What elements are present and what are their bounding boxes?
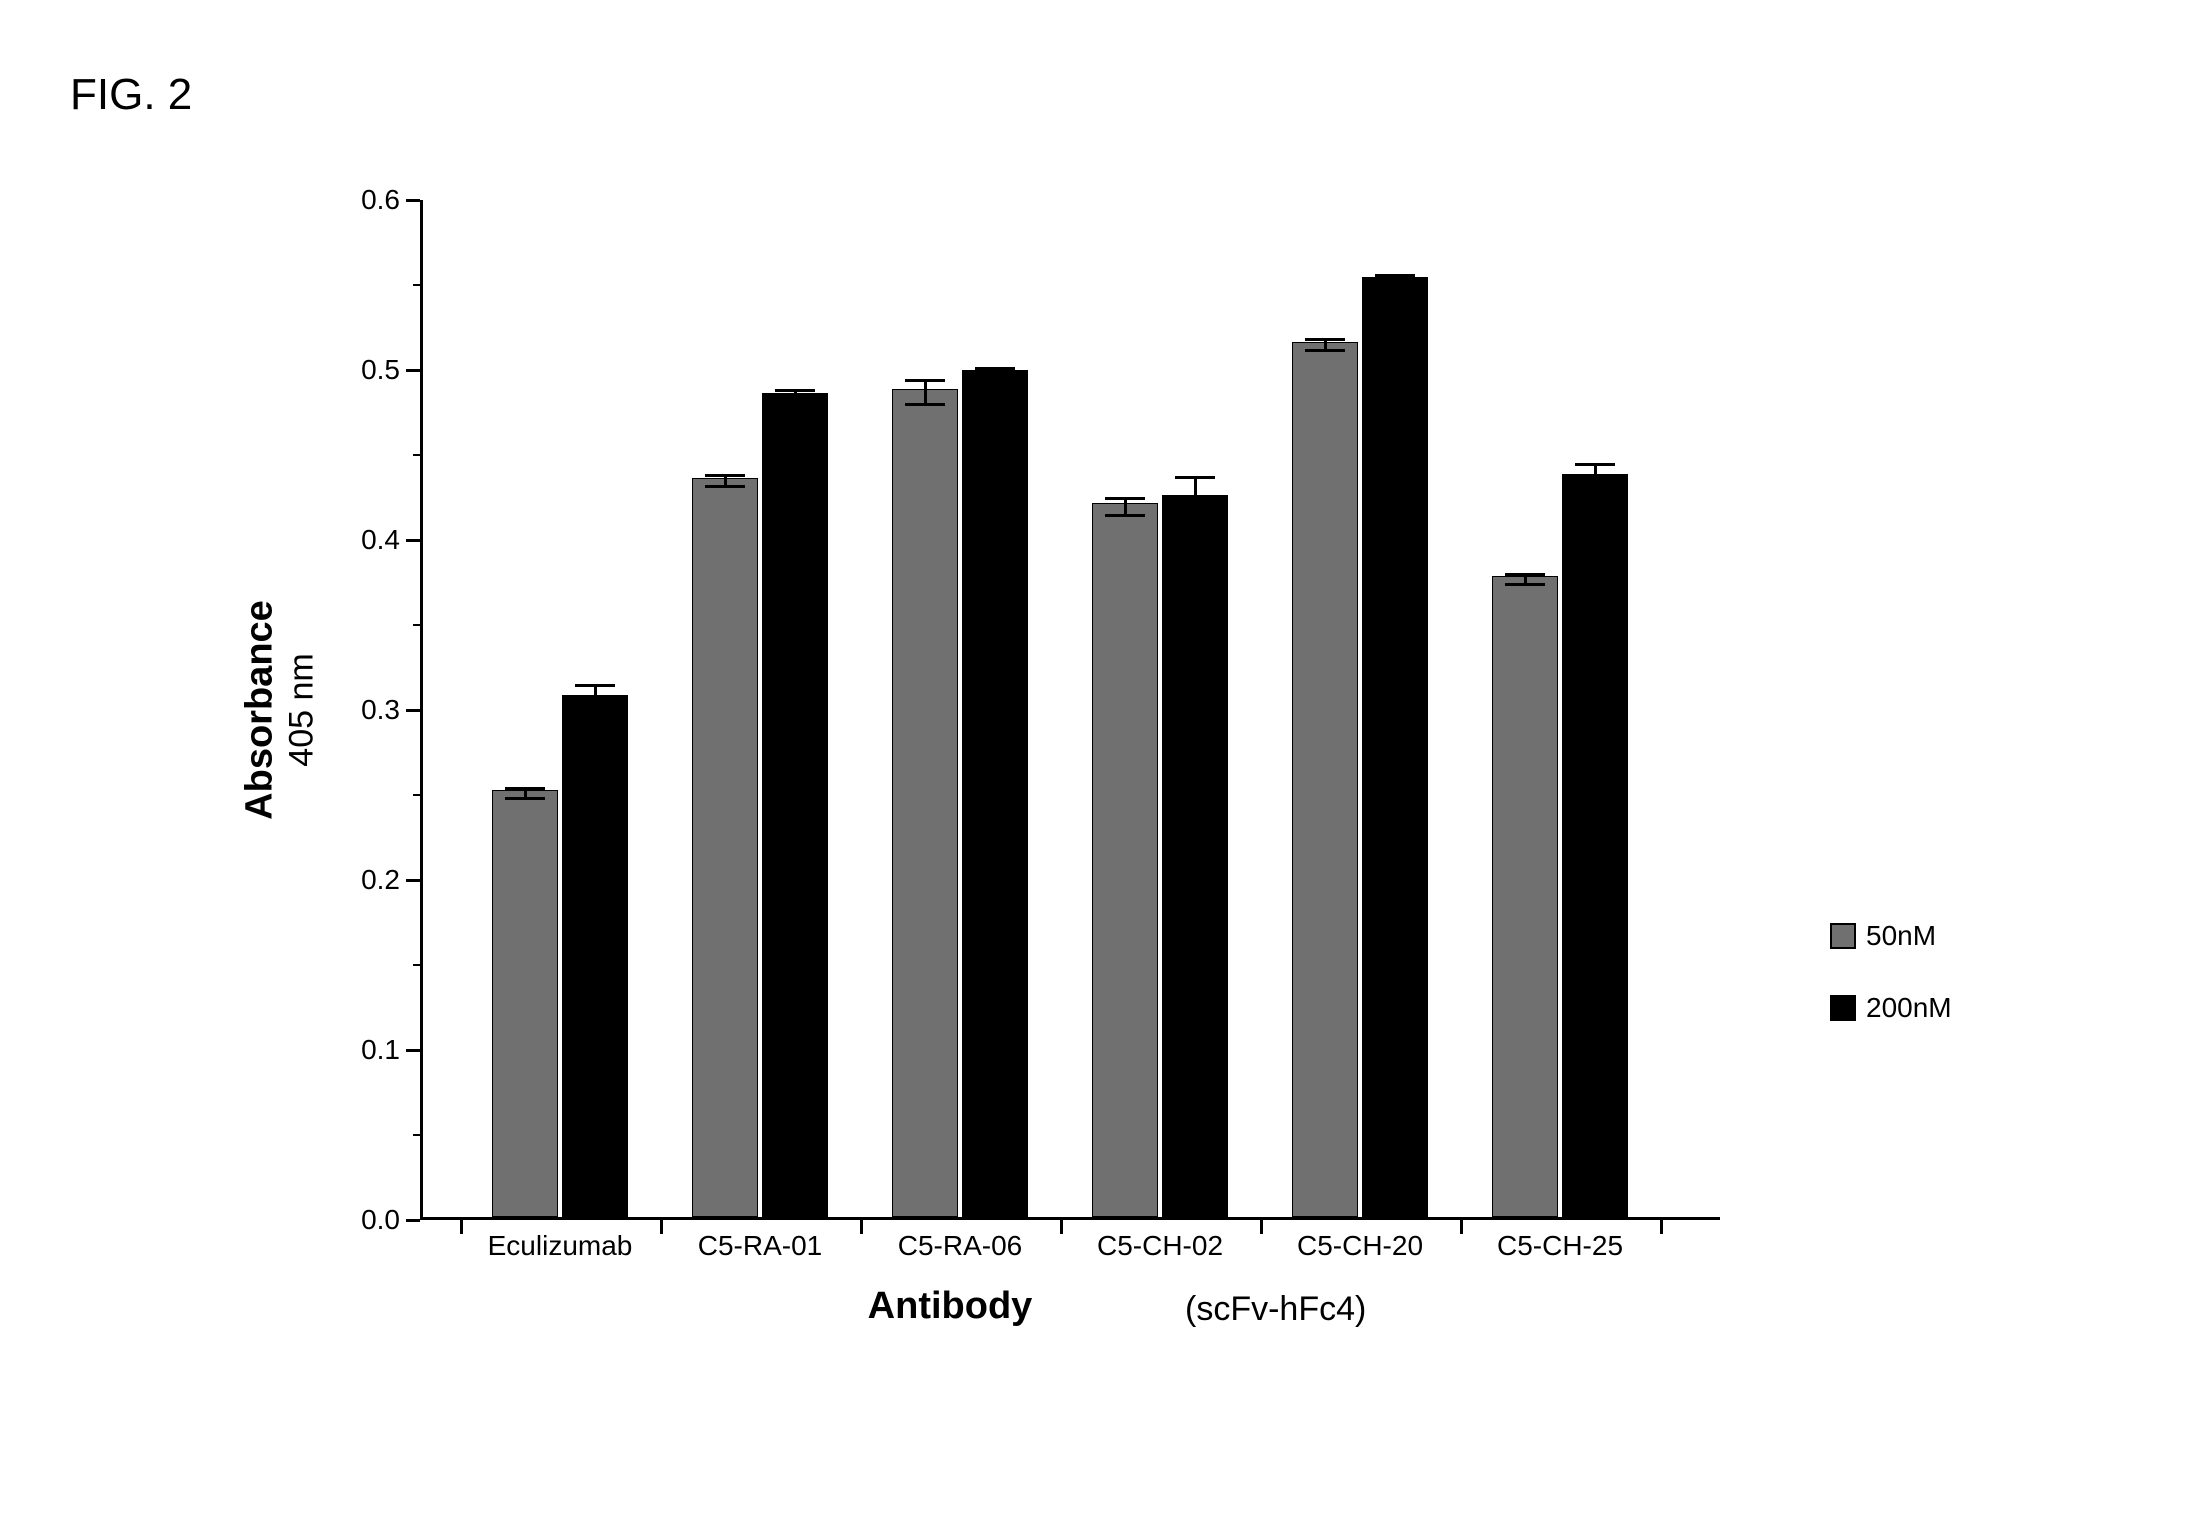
bar (1162, 495, 1228, 1218)
x-tick (460, 1220, 463, 1234)
x-tick (1060, 1220, 1063, 1234)
bar (1562, 474, 1628, 1217)
x-tick (1460, 1220, 1463, 1234)
error-cap (1575, 463, 1615, 466)
y-tick (406, 199, 420, 202)
legend-item-50nm: 50nM (1830, 920, 1952, 952)
legend: 50nM 200nM (1830, 920, 1952, 1064)
bar-chart: Absorbance 405 nm 0.00.10.20.30.40.50.6 … (290, 200, 1710, 1230)
bar (1092, 503, 1158, 1217)
y-tick-label: 0.5 (330, 354, 400, 386)
y-tick-minor (413, 794, 420, 796)
error-cap (975, 378, 1015, 381)
error-cap (1505, 583, 1545, 586)
bar (1362, 277, 1428, 1217)
x-tick-label: C5-CH-02 (1097, 1230, 1223, 1262)
y-tick (406, 1219, 420, 1222)
y-tick (406, 1049, 420, 1052)
error-cap (975, 367, 1015, 370)
error-cap (1505, 573, 1545, 576)
bar (562, 695, 628, 1217)
error-cap (775, 400, 815, 403)
error-bar (1124, 498, 1127, 515)
error-cap (1575, 490, 1615, 493)
legend-swatch-icon (1830, 995, 1856, 1021)
legend-label: 200nM (1866, 992, 1952, 1024)
error-cap (1375, 274, 1415, 277)
error-bar (1594, 464, 1597, 491)
legend-swatch-icon (1830, 923, 1856, 949)
figure-label: FIG. 2 (70, 70, 192, 120)
y-tick-label: 0.4 (330, 524, 400, 556)
error-cap (1305, 338, 1345, 341)
x-tick-label: Eculizumab (488, 1230, 633, 1262)
y-tick (406, 879, 420, 882)
x-tick (1260, 1220, 1263, 1234)
bar (892, 389, 958, 1217)
error-bar (594, 685, 597, 712)
x-tick-label: C5-CH-20 (1297, 1230, 1423, 1262)
x-tick-label: C5-CH-25 (1497, 1230, 1623, 1262)
x-axis-unit: (scFv-hFc4) (1185, 1290, 1366, 1329)
plot-area (420, 200, 1720, 1220)
error-cap (575, 711, 615, 714)
error-cap (1175, 517, 1215, 520)
x-tick (860, 1220, 863, 1234)
y-tick (406, 369, 420, 372)
y-axis-title: Absorbance (239, 600, 282, 820)
bar (962, 370, 1028, 1217)
legend-item-200nm: 200nM (1830, 992, 1952, 1024)
bar (762, 393, 828, 1218)
y-tick-minor (413, 964, 420, 966)
error-cap (705, 485, 745, 488)
y-axis-line (420, 200, 423, 1220)
error-cap (905, 379, 945, 382)
y-tick (406, 709, 420, 712)
y-tick-minor (413, 624, 420, 626)
error-cap (1375, 284, 1415, 287)
x-axis-title: Antibody (868, 1285, 1033, 1328)
bar (692, 478, 758, 1218)
y-tick-label: 0.6 (330, 184, 400, 216)
x-tick-label: C5-RA-01 (698, 1230, 822, 1262)
error-bar (924, 380, 927, 404)
error-cap (1175, 476, 1215, 479)
error-cap (1305, 349, 1345, 352)
y-tick-minor (413, 1134, 420, 1136)
error-cap (575, 684, 615, 687)
bar (492, 790, 558, 1217)
error-cap (775, 389, 815, 392)
y-tick-label: 0.3 (330, 694, 400, 726)
x-axis-line (420, 1217, 1720, 1220)
y-tick (406, 539, 420, 542)
legend-label: 50nM (1866, 920, 1936, 952)
error-bar (1194, 477, 1197, 518)
error-cap (705, 474, 745, 477)
error-cap (1105, 514, 1145, 517)
y-tick-minor (413, 284, 420, 286)
error-cap (1105, 497, 1145, 500)
y-tick-label: 0.0 (330, 1204, 400, 1236)
y-tick-minor (413, 454, 420, 456)
error-cap (505, 797, 545, 800)
error-cap (905, 403, 945, 406)
bar (1292, 342, 1358, 1218)
x-tick (1660, 1220, 1663, 1234)
error-cap (505, 787, 545, 790)
x-tick-label: C5-RA-06 (898, 1230, 1022, 1262)
x-tick (660, 1220, 663, 1234)
y-axis-unit: 405 nm (283, 653, 322, 766)
y-tick-label: 0.2 (330, 864, 400, 896)
bar (1492, 576, 1558, 1217)
y-tick-label: 0.1 (330, 1034, 400, 1066)
